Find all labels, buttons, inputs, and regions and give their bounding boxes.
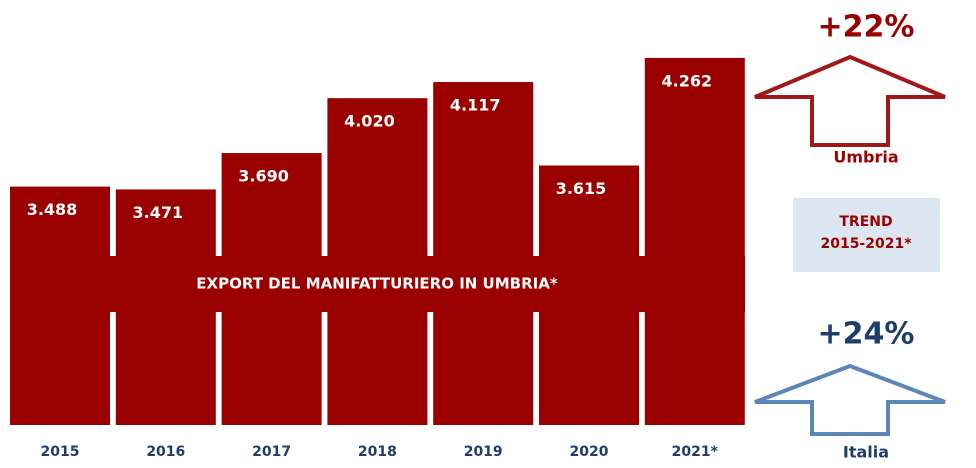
bar [433, 82, 534, 426]
trend-box [793, 198, 940, 272]
umbria-arrow [754, 54, 946, 147]
x-tick-label: 2020 [570, 444, 609, 460]
value-label: 4.262 [661, 71, 712, 90]
italia-label: Italia [843, 443, 889, 462]
x-tick-label: 2021* [672, 444, 719, 460]
umbria-trend: +22% [818, 10, 915, 45]
umbria-label: Umbria [833, 148, 898, 167]
x-tick-label: 2015 [41, 444, 80, 460]
italia-arrow [754, 363, 946, 436]
value-label: 4.020 [344, 112, 395, 131]
trend-title: TREND [839, 214, 892, 230]
italia-trend: +24% [818, 317, 915, 352]
value-label: 3.615 [556, 179, 607, 198]
value-label: 3.471 [132, 203, 183, 222]
x-tick-label: 2017 [252, 444, 291, 460]
value-label: 4.117 [450, 96, 501, 115]
title-band [10, 256, 745, 312]
value-label: 3.488 [27, 200, 78, 219]
value-label: 3.690 [238, 167, 289, 186]
x-tick-label: 2016 [146, 444, 185, 460]
bar [644, 57, 745, 426]
chart-title: EXPORT DEL MANIFATTURIERO IN UMBRIA* [196, 275, 558, 293]
x-tick-label: 2019 [464, 444, 503, 460]
trend-period: 2015-2021* [820, 236, 912, 252]
x-tick-label: 2018 [358, 444, 397, 460]
